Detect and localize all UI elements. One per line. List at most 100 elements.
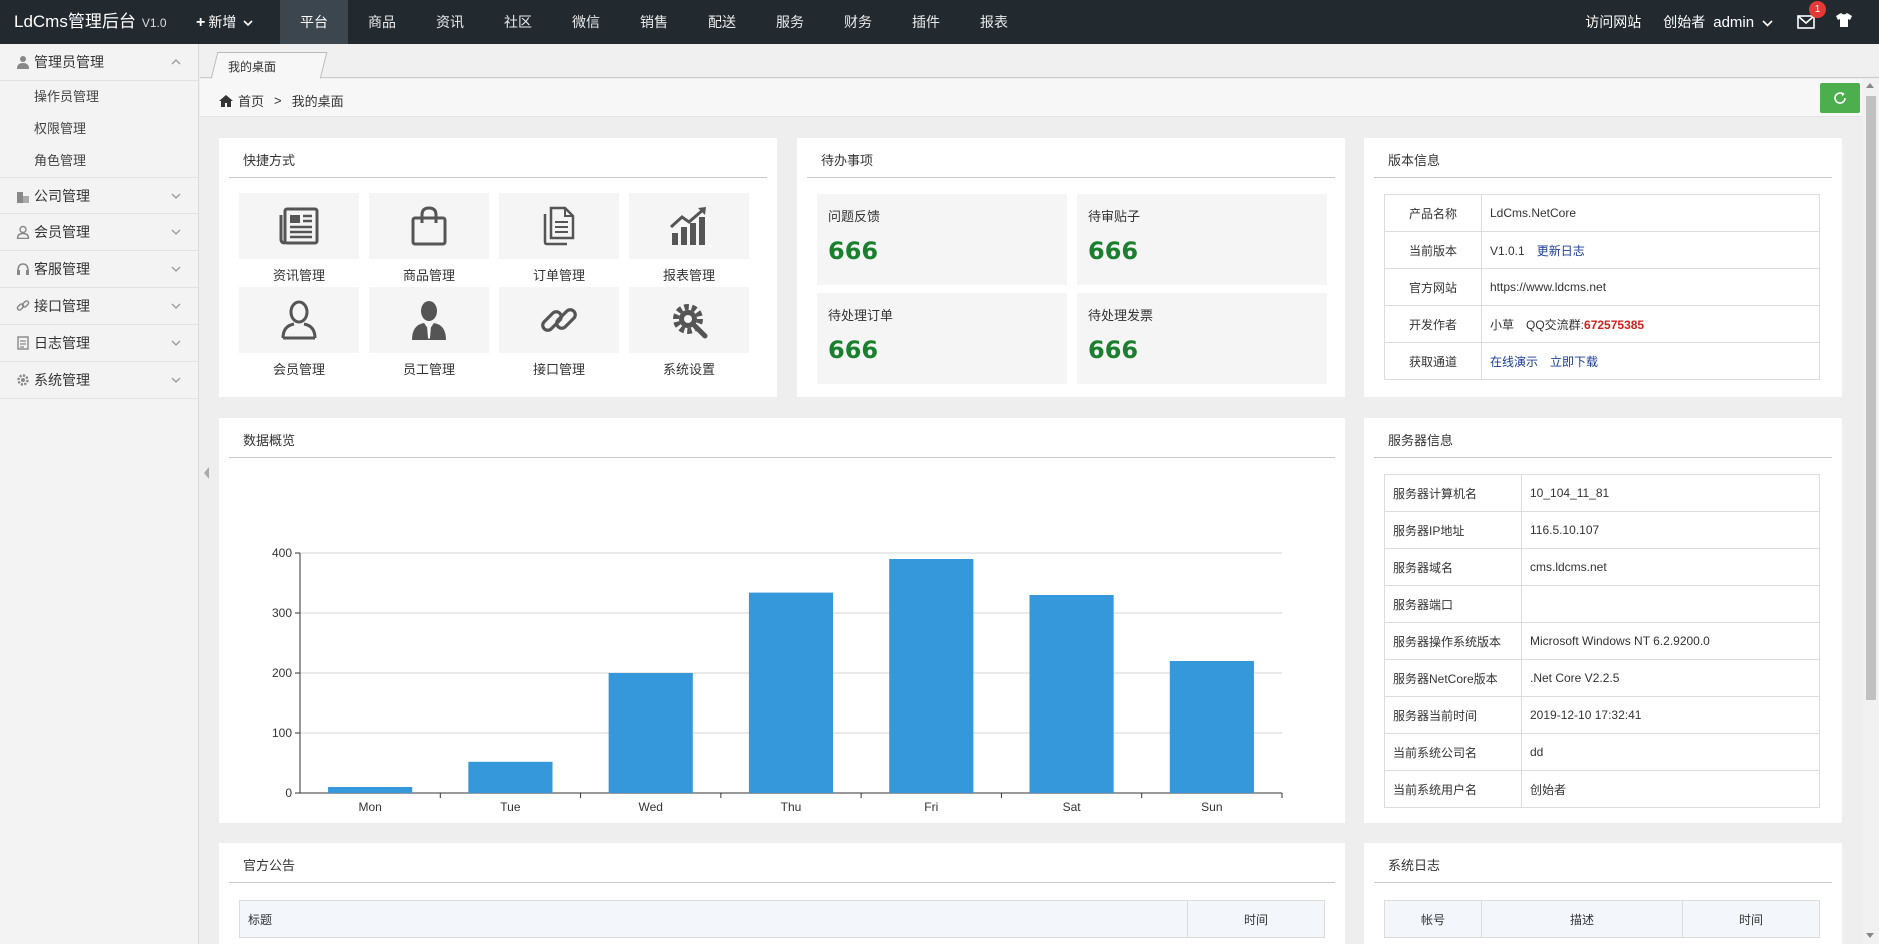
- nav-products[interactable]: 商品: [368, 14, 396, 30]
- bar: [1169, 661, 1254, 793]
- page-scrollbar[interactable]: [1862, 79, 1879, 944]
- shortcut-label: 订单管理: [532, 268, 585, 283]
- user-name: admin: [1713, 14, 1755, 31]
- server-key: 服务器当前时间: [1384, 696, 1522, 734]
- server-value: dd: [1521, 733, 1820, 771]
- nav-platform[interactable]: 平台: [280, 0, 348, 44]
- sidebar-group-api[interactable]: 接口管理: [0, 288, 198, 325]
- new-menu-button[interactable]: + 新增: [196, 0, 253, 44]
- todo-orders[interactable]: 待处理订单 666: [817, 293, 1067, 384]
- shortcut-employees[interactable]: 员工管理: [369, 287, 489, 381]
- sidebar-item-roles[interactable]: 角色管理: [34, 153, 87, 168]
- theme-button[interactable]: [1835, 12, 1855, 32]
- nav-plugins[interactable]: 插件: [912, 14, 940, 30]
- y-tick-label: 300: [272, 606, 292, 620]
- demo-link[interactable]: 在线演示: [1490, 354, 1539, 369]
- sidebar-group-company[interactable]: 公司管理: [0, 177, 198, 214]
- todo-posts[interactable]: 待审贴子 666: [1077, 194, 1327, 285]
- sidebar-collapse-handle-icon[interactable]: [200, 458, 212, 488]
- shortcut-api[interactable]: 接口管理: [499, 287, 619, 381]
- top-navbar: LdCms管理后台 V1.0 + 新增 平台 商品 资讯 社区 微信 销售 配送 服…: [0, 0, 1879, 44]
- sidebar-item-permissions[interactable]: 权限管理: [34, 121, 87, 136]
- todo-panel: 待办事项 问题反馈 666 待审贴子 666 待处理订单 666 待处理发票 666: [797, 138, 1345, 397]
- chevron-down-icon: [171, 266, 181, 272]
- nav-sales[interactable]: 销售: [640, 14, 668, 30]
- sidebar-group-admin[interactable]: 管理员管理: [0, 44, 198, 81]
- table-row: 服务器域名 cms.ldcms.net: [1384, 548, 1820, 586]
- scrollbar-thumb[interactable]: [1866, 96, 1876, 700]
- refresh-button[interactable]: [1820, 83, 1860, 113]
- author-value: 小草: [1490, 317, 1515, 332]
- col-time: 时间: [1682, 900, 1820, 938]
- server-title: 服务器信息: [1374, 418, 1832, 458]
- nav-service[interactable]: 服务: [776, 14, 804, 30]
- nav-community[interactable]: 社区: [504, 14, 532, 30]
- server-value: 创始者: [1521, 770, 1820, 808]
- chevron-down-icon: [1762, 20, 1773, 27]
- todo-count: 666: [828, 237, 879, 265]
- sidebar-group-logs[interactable]: 日志管理: [0, 325, 198, 362]
- sidebar-group-system[interactable]: 系统管理: [0, 362, 198, 399]
- x-tick-label: Tue: [500, 800, 521, 814]
- server-key: 服务器NetCore版本: [1384, 659, 1522, 697]
- shortcut-products[interactable]: 商品管理: [369, 193, 489, 287]
- sidebar-group-label: 日志管理: [34, 335, 90, 351]
- nav-reports[interactable]: 报表: [980, 14, 1008, 30]
- shortcut-settings[interactable]: 系统设置: [629, 287, 749, 381]
- table-row: 服务器操作系统版本 Microsoft Windows NT 6.2.9200.0: [1384, 622, 1820, 660]
- nav-finance[interactable]: 财务: [844, 14, 872, 30]
- shortcut-members[interactable]: 会员管理: [239, 287, 359, 381]
- plus-icon: +: [196, 14, 206, 31]
- breadcrumb: 首页 > 我的桌面: [219, 91, 344, 110]
- site-key: 官方网站: [1384, 268, 1482, 306]
- user-menu[interactable]: 创始者 admin: [1663, 12, 1773, 32]
- nav-delivery[interactable]: 配送: [708, 14, 736, 30]
- x-tick-label: Thu: [781, 800, 802, 814]
- chevron-down-icon: [171, 193, 181, 199]
- nav-news[interactable]: 资讯: [436, 14, 464, 30]
- sidebar-group-members[interactable]: 会员管理: [0, 214, 198, 251]
- shortcut-reports[interactable]: 报表管理: [629, 193, 749, 287]
- newspaper-icon: [279, 207, 319, 245]
- settings-gear-icon: [673, 304, 708, 339]
- server-key: 服务器域名: [1384, 548, 1522, 586]
- announcements-title: 官方公告: [229, 843, 1335, 883]
- brand-version: V1.0: [141, 16, 167, 30]
- server-value: 10_104_11_81: [1521, 474, 1820, 512]
- new-menu-label: 新增: [208, 14, 237, 30]
- table-row: 获取通道 在线演示 立即下载: [1384, 342, 1820, 380]
- scroll-down-arrow-icon[interactable]: [1866, 933, 1874, 938]
- breadcrumb-separator: >: [274, 93, 282, 108]
- server-value: Microsoft Windows NT 6.2.9200.0: [1521, 622, 1820, 660]
- mail-button[interactable]: 1: [1797, 1, 1826, 32]
- shortcut-label: 商品管理: [402, 268, 455, 283]
- brand-title: LdCms管理后台: [14, 12, 136, 31]
- chevron-down-icon: [171, 303, 181, 309]
- download-link[interactable]: 立即下载: [1550, 354, 1599, 369]
- breadcrumb-home[interactable]: 首页: [238, 94, 265, 109]
- table-row: 开发作者 小草 QQ交流群:672575385: [1384, 305, 1820, 343]
- visit-site-link[interactable]: 访问网站: [1585, 14, 1642, 30]
- brand[interactable]: LdCms管理后台 V1.0: [14, 0, 167, 44]
- todo-feedback[interactable]: 问题反馈 666: [817, 194, 1067, 285]
- todo-invoices[interactable]: 待处理发票 666: [1077, 293, 1327, 384]
- mail-icon: [1797, 15, 1815, 29]
- sidebar-group-support[interactable]: 客服管理: [0, 251, 198, 288]
- author-value-cell: 小草 QQ交流群:672575385: [1481, 305, 1820, 343]
- sidebar-item-operators[interactable]: 操作员管理: [34, 89, 100, 104]
- table-row: 产品名称 LdCms.NetCore: [1384, 194, 1820, 232]
- table-header-row: 标题 时间: [239, 900, 1325, 938]
- user-role: 创始者: [1663, 14, 1706, 30]
- shortcut-orders[interactable]: 订单管理: [499, 193, 619, 287]
- scroll-up-arrow-icon[interactable]: [1866, 83, 1874, 88]
- table-row: 服务器端口: [1384, 585, 1820, 623]
- shortcut-label: 员工管理: [402, 362, 455, 377]
- nav-wechat[interactable]: 微信: [572, 14, 600, 30]
- shortcut-label: 接口管理: [532, 362, 585, 377]
- shortcuts-panel: 快捷方式 资讯管理 商品管理 订单管理 报表管理 会员管理 员工管理 接口管理: [219, 138, 777, 397]
- shortcut-news[interactable]: 资讯管理: [239, 193, 359, 287]
- changelog-link[interactable]: 更新日志: [1536, 243, 1585, 258]
- version-table: 产品名称 LdCms.NetCore 当前版本 V1.0.1 更新日志 官方网站 htt…: [1384, 194, 1820, 380]
- sidebar-group-label: 客服管理: [34, 261, 90, 277]
- mail-count-badge: 1: [1809, 1, 1826, 18]
